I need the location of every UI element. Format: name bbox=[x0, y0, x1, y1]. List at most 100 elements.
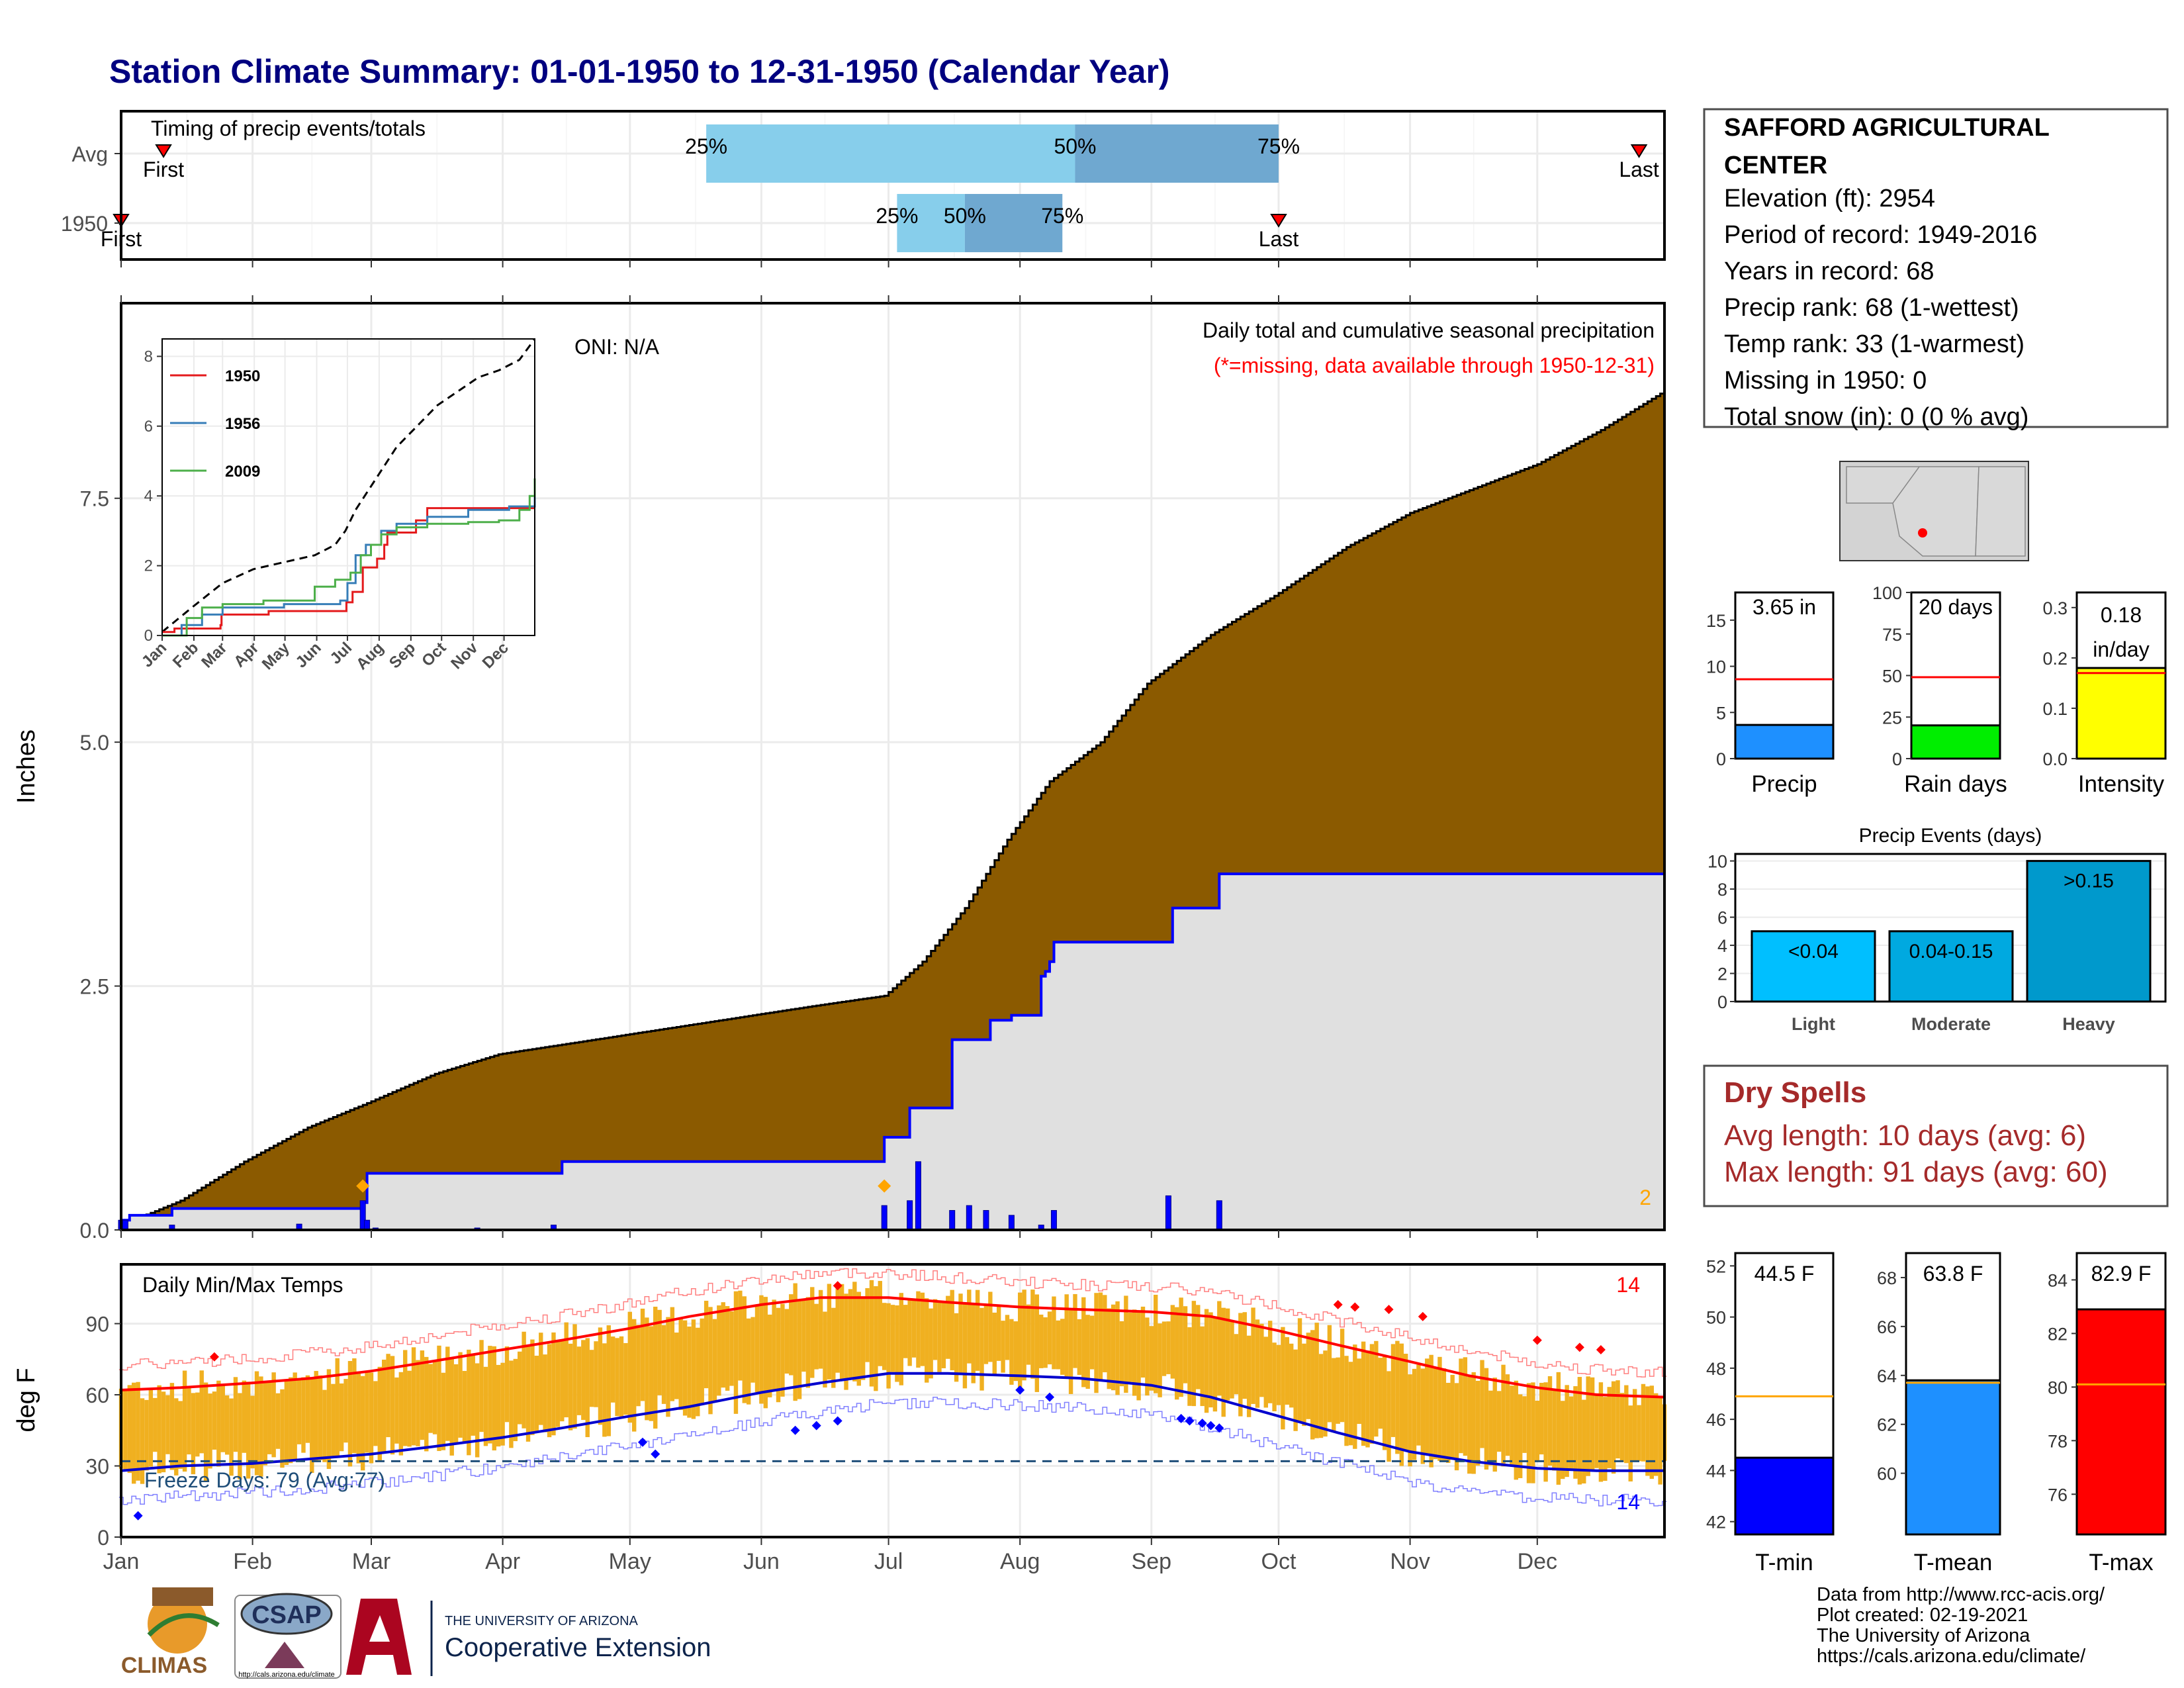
record-min-marker bbox=[790, 1425, 800, 1435]
precip-events-bar-label: >0.15 bbox=[2064, 870, 2114, 892]
daily-temp-range-bar bbox=[382, 1359, 387, 1453]
daily-temp-range-bar bbox=[411, 1347, 416, 1446]
daily-temp-range-bar bbox=[962, 1304, 968, 1389]
daily-temp-range-bar bbox=[310, 1378, 314, 1474]
daily-temp-range-bar bbox=[717, 1305, 721, 1396]
daily-temp-range-bar bbox=[992, 1312, 997, 1375]
daily-temp-range-bar bbox=[1543, 1382, 1548, 1482]
daily-temp-range-bar bbox=[988, 1291, 993, 1362]
daily-temp-range-bar bbox=[776, 1307, 781, 1403]
daily-temp-range-bar bbox=[1263, 1336, 1268, 1408]
temp-bar-ytick-label: 76 bbox=[2048, 1485, 2068, 1505]
temp-bar-label: T-mean bbox=[1914, 1550, 1993, 1575]
temp-bar-label: T-min bbox=[1755, 1550, 1813, 1575]
daily-temp-range-bar bbox=[229, 1398, 234, 1476]
daily-temp-range-bar bbox=[886, 1303, 891, 1389]
daily-temp-range-bar bbox=[1641, 1383, 1646, 1462]
timing-bar-25-50 bbox=[897, 194, 965, 252]
month-label: Jul bbox=[874, 1549, 903, 1574]
temp-bar-ytick-label: 66 bbox=[1877, 1317, 1897, 1337]
daily-temp-range-bar bbox=[1526, 1383, 1531, 1483]
daily-temp-range-bar bbox=[708, 1307, 713, 1415]
daily-temp-range-bar bbox=[1518, 1394, 1523, 1478]
daily-temp-range-bar bbox=[1179, 1297, 1183, 1397]
daily-temp-range-bar bbox=[890, 1305, 895, 1372]
csap-logo-url: http://cals.arizona.edu/climate bbox=[238, 1671, 335, 1679]
summary-bar-ytick-label: 0.0 bbox=[2042, 749, 2068, 769]
daily-temp-range-bar bbox=[1514, 1380, 1518, 1480]
observed-cumulative-area bbox=[121, 874, 1664, 1230]
temp-bar-ytick-label: 84 bbox=[2048, 1270, 2068, 1290]
precip-ytick-label: 7.5 bbox=[80, 487, 109, 511]
daily-temp-range-bar bbox=[712, 1319, 717, 1403]
footer-line: Data from http://www.rcc-acis.org/ bbox=[1817, 1584, 2105, 1605]
daily-temp-range-bar bbox=[661, 1325, 666, 1404]
daily-temp-range-bar bbox=[839, 1284, 844, 1380]
daily-temp-range-bar bbox=[860, 1296, 866, 1380]
station-info-line: Precip rank: 68 (1-wettest) bbox=[1724, 294, 2019, 322]
temp-bar-t-mean: 63.8 F 60 62 64 66 68 T-mean bbox=[1877, 1252, 2001, 1575]
daily-temp-range-bar bbox=[1166, 1321, 1171, 1374]
timing-p50-label: 50% bbox=[1054, 134, 1096, 158]
daily-temp-range-bar bbox=[1624, 1385, 1629, 1464]
daily-temp-range-bar bbox=[789, 1294, 794, 1376]
daily-temp-range-bar bbox=[296, 1379, 302, 1444]
daily-temp-range-bar bbox=[437, 1345, 441, 1451]
daily-temp-range-bar bbox=[1246, 1335, 1251, 1417]
summary-bar-fill bbox=[1734, 724, 1835, 760]
daily-temp-range-bar bbox=[432, 1360, 437, 1434]
summary-bar-ytick-label: 15 bbox=[1706, 611, 1726, 631]
timing-first-marker bbox=[155, 144, 172, 158]
daily-temp-range-bar bbox=[1068, 1310, 1073, 1394]
month-label: Dec bbox=[1518, 1549, 1557, 1574]
daily-temp-range-bar bbox=[407, 1370, 412, 1447]
daily-temp-range-bar bbox=[865, 1288, 870, 1362]
daily-temp-range-bar bbox=[920, 1292, 925, 1366]
daily-temp-range-bar bbox=[827, 1284, 832, 1380]
temp-ytick-label: 60 bbox=[85, 1383, 109, 1407]
climas-logo-band bbox=[152, 1587, 213, 1606]
station-name-cont: CENTER bbox=[1724, 152, 1827, 179]
daily-temp-range-bar bbox=[475, 1363, 480, 1458]
temp-bar-t-max: 82.9 F 76 78 80 82 84 T-max bbox=[2048, 1252, 2167, 1575]
daily-temp-range-bar bbox=[733, 1291, 739, 1414]
daily-temp-range-bar bbox=[975, 1289, 980, 1371]
daily-temp-range-bar bbox=[1658, 1395, 1662, 1485]
inset-series-line bbox=[162, 489, 536, 637]
daily-temp-range-bar bbox=[242, 1380, 246, 1453]
daily-temp-range-bar bbox=[1136, 1310, 1141, 1401]
temp-panel: Daily Min/Max Temps 14 14 Freeze Days: 79 (… bbox=[13, 1263, 1667, 1574]
temp-bar-ytick-label: 64 bbox=[1877, 1366, 1897, 1386]
precip-events-bar bbox=[2026, 860, 2152, 1003]
daily-temp-range-bar bbox=[1340, 1329, 1345, 1423]
precip-events-ytick-label: 8 bbox=[1717, 880, 1727, 900]
record-min-marker bbox=[1015, 1385, 1025, 1395]
daily-temp-range-bar bbox=[246, 1382, 251, 1479]
daily-temp-range-bar bbox=[1204, 1309, 1209, 1413]
daily-temp-range-bar bbox=[339, 1383, 344, 1452]
daily-temp-range-bar bbox=[691, 1319, 696, 1419]
record-max-marker bbox=[1418, 1311, 1428, 1321]
daily-temp-range-bar bbox=[649, 1326, 654, 1421]
daily-temp-range-bar bbox=[1191, 1301, 1197, 1407]
daily-temp-range-bar bbox=[445, 1346, 450, 1441]
precip-ylabel: Inches bbox=[13, 729, 40, 804]
daily-temp-range-bar bbox=[127, 1385, 132, 1474]
daily-temp-range-bar bbox=[1433, 1368, 1438, 1460]
daily-temp-range-bar bbox=[1598, 1382, 1604, 1482]
daily-temp-range-bar bbox=[1306, 1333, 1311, 1419]
daily-temp-range-bar bbox=[136, 1382, 140, 1481]
dry-spells-max: Max length: 91 days (avg: 60) bbox=[1724, 1156, 2108, 1188]
daily-temp-range-bar bbox=[805, 1297, 811, 1388]
inset-legend-label: 1956 bbox=[225, 415, 260, 433]
daily-temp-range-bar bbox=[1374, 1340, 1379, 1437]
record-max-marker bbox=[209, 1352, 219, 1362]
daily-temp-range-bar bbox=[606, 1325, 611, 1436]
daily-temp-range-bar bbox=[216, 1380, 221, 1467]
summary-bar-label: Intensity bbox=[2078, 771, 2165, 797]
daily-temp-range-bar bbox=[1073, 1293, 1077, 1368]
daily-temp-range-bar bbox=[492, 1346, 496, 1451]
summary-bar-rain-days: 20 days 0 25 50 75 100 Rain days bbox=[1872, 583, 2007, 797]
daily-temp-range-bar bbox=[1332, 1358, 1336, 1432]
daily-temp-range-bar bbox=[543, 1354, 547, 1432]
